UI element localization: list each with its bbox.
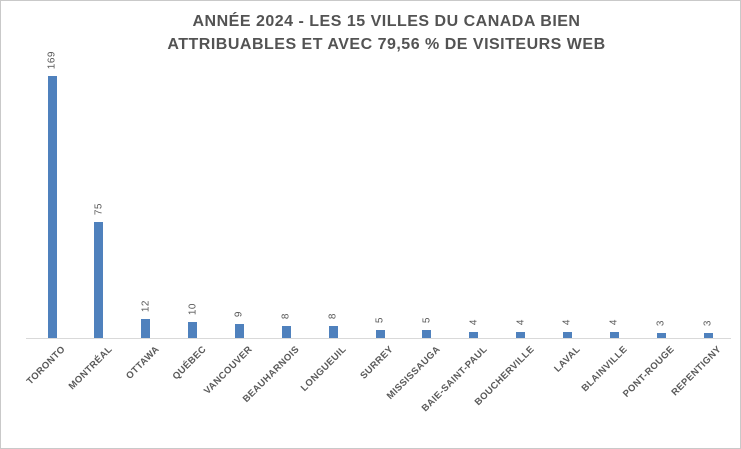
chart-title-line-2: ATTRIBUABLES ET AVEC 79,56 % DE VISITEUR… bbox=[167, 36, 606, 53]
bar bbox=[516, 331, 526, 338]
bar-value-label: 169 bbox=[46, 50, 58, 69]
bar bbox=[375, 330, 385, 338]
bar bbox=[188, 322, 198, 338]
bar-value-label: 4 bbox=[608, 318, 620, 325]
chart-title: ANNÉE 2024 - LES 15 VILLES DU CANADA BIE… bbox=[31, 10, 740, 56]
bar-value-label: 5 bbox=[421, 317, 433, 324]
chart-title-line-1: ANNÉE 2024 - LES 15 VILLES DU CANADA BIE… bbox=[192, 13, 581, 30]
bar-value-label: 9 bbox=[233, 311, 245, 318]
bar bbox=[656, 333, 666, 338]
bar bbox=[422, 330, 432, 338]
bar bbox=[234, 324, 244, 338]
bar-value-label: 8 bbox=[280, 312, 292, 319]
bar bbox=[562, 331, 572, 338]
bar-value-label: 3 bbox=[702, 320, 714, 327]
bar bbox=[703, 333, 713, 338]
bar-value-label: 3 bbox=[655, 320, 667, 327]
bar bbox=[281, 325, 291, 338]
bar-value-label: 75 bbox=[93, 202, 105, 215]
bar bbox=[94, 221, 104, 338]
bar bbox=[609, 331, 619, 338]
x-axis-line bbox=[26, 338, 731, 339]
bar-value-label: 12 bbox=[140, 300, 152, 313]
bar-value-label: 8 bbox=[327, 312, 339, 319]
bar-value-label: 4 bbox=[561, 318, 573, 325]
bar bbox=[47, 76, 57, 338]
bar bbox=[469, 331, 479, 338]
bar-value-label: 4 bbox=[515, 318, 527, 325]
bar bbox=[141, 319, 151, 338]
bar-value-label: 5 bbox=[374, 317, 386, 324]
bar bbox=[328, 325, 338, 338]
bar-value-label: 4 bbox=[468, 318, 480, 325]
bar-value-label: 10 bbox=[187, 303, 199, 316]
